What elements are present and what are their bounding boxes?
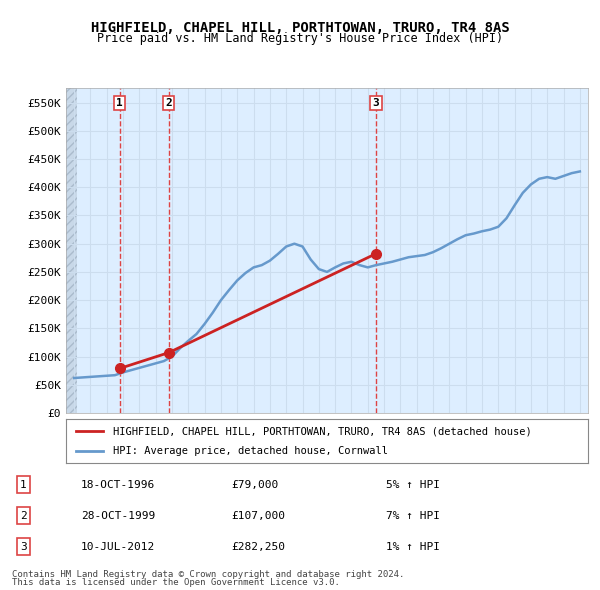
Text: HIGHFIELD, CHAPEL HILL, PORTHTOWAN, TRURO, TR4 8AS (detached house): HIGHFIELD, CHAPEL HILL, PORTHTOWAN, TRUR… [113,427,532,436]
Text: 10-JUL-2012: 10-JUL-2012 [81,542,155,552]
Text: 18-OCT-1996: 18-OCT-1996 [81,480,155,490]
Text: 2: 2 [20,511,27,520]
Text: 1: 1 [20,480,27,490]
Text: 3: 3 [373,98,379,108]
Text: 1: 1 [116,98,123,108]
Text: £79,000: £79,000 [231,480,278,490]
Text: 5% ↑ HPI: 5% ↑ HPI [386,480,440,490]
Text: 1% ↑ HPI: 1% ↑ HPI [386,542,440,552]
Text: 3: 3 [20,542,27,552]
Text: HIGHFIELD, CHAPEL HILL, PORTHTOWAN, TRURO, TR4 8AS: HIGHFIELD, CHAPEL HILL, PORTHTOWAN, TRUR… [91,21,509,35]
Text: 2: 2 [166,98,172,108]
Text: Contains HM Land Registry data © Crown copyright and database right 2024.: Contains HM Land Registry data © Crown c… [12,570,404,579]
Bar [66,88,77,413]
Text: Price paid vs. HM Land Registry's House Price Index (HPI): Price paid vs. HM Land Registry's House … [97,32,503,45]
Text: HPI: Average price, detached house, Cornwall: HPI: Average price, detached house, Corn… [113,446,388,455]
Text: 7% ↑ HPI: 7% ↑ HPI [386,511,440,520]
Text: This data is licensed under the Open Government Licence v3.0.: This data is licensed under the Open Gov… [12,578,340,587]
Text: £107,000: £107,000 [231,511,285,520]
Text: £282,250: £282,250 [231,542,285,552]
Text: 28-OCT-1999: 28-OCT-1999 [81,511,155,520]
